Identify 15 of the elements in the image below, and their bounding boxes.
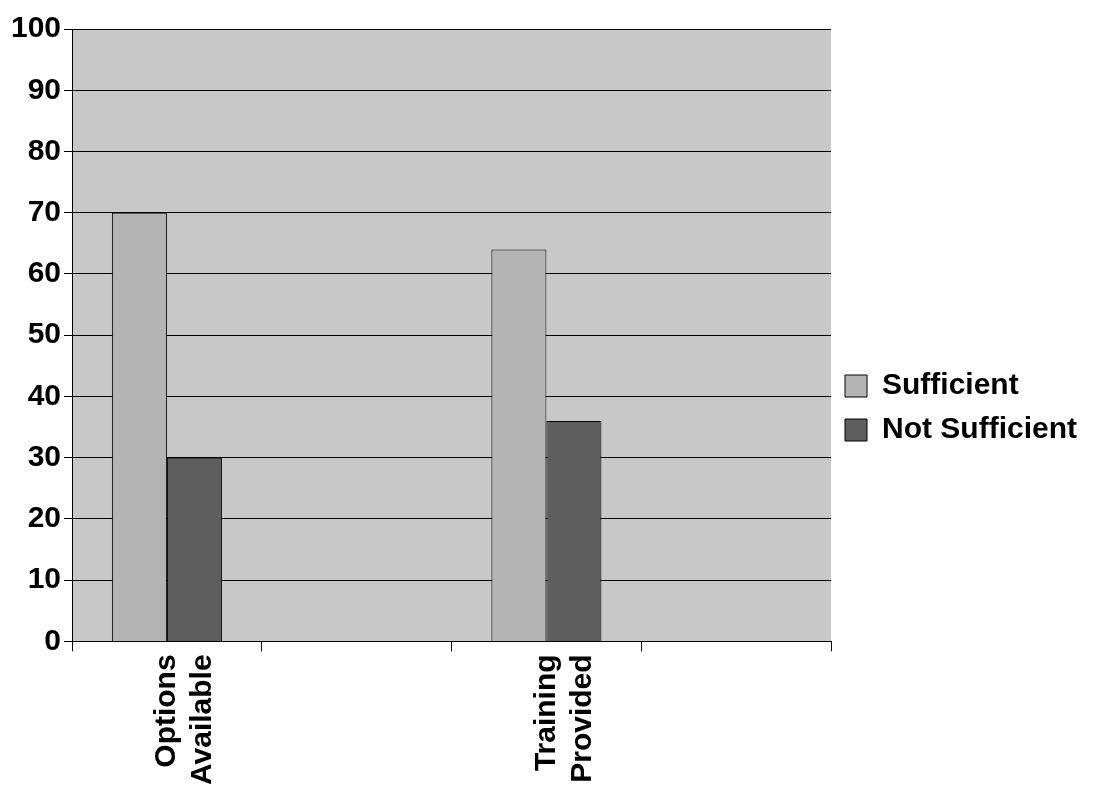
y-tick-label: 100 [10,10,62,44]
legend-label: Not Sufficient [882,411,1078,445]
x-tick-label: Training Provided [527,654,597,783]
y-tick-label: 60 [27,255,62,289]
y-tick-label: 80 [27,132,62,166]
x-tick-label: Options Available [148,654,218,785]
y-tick-label: 0 [44,622,62,656]
y-tick-label: 40 [27,377,62,411]
y-tick-label: 90 [27,71,62,105]
legend-label: Sufficient [882,367,1019,401]
y-tick-label: 50 [27,316,62,350]
y-tick-label: 70 [27,193,62,227]
y-tick-label: 10 [27,561,62,595]
y-tick-label: 20 [27,500,62,534]
y-tick-label: 30 [27,438,62,472]
